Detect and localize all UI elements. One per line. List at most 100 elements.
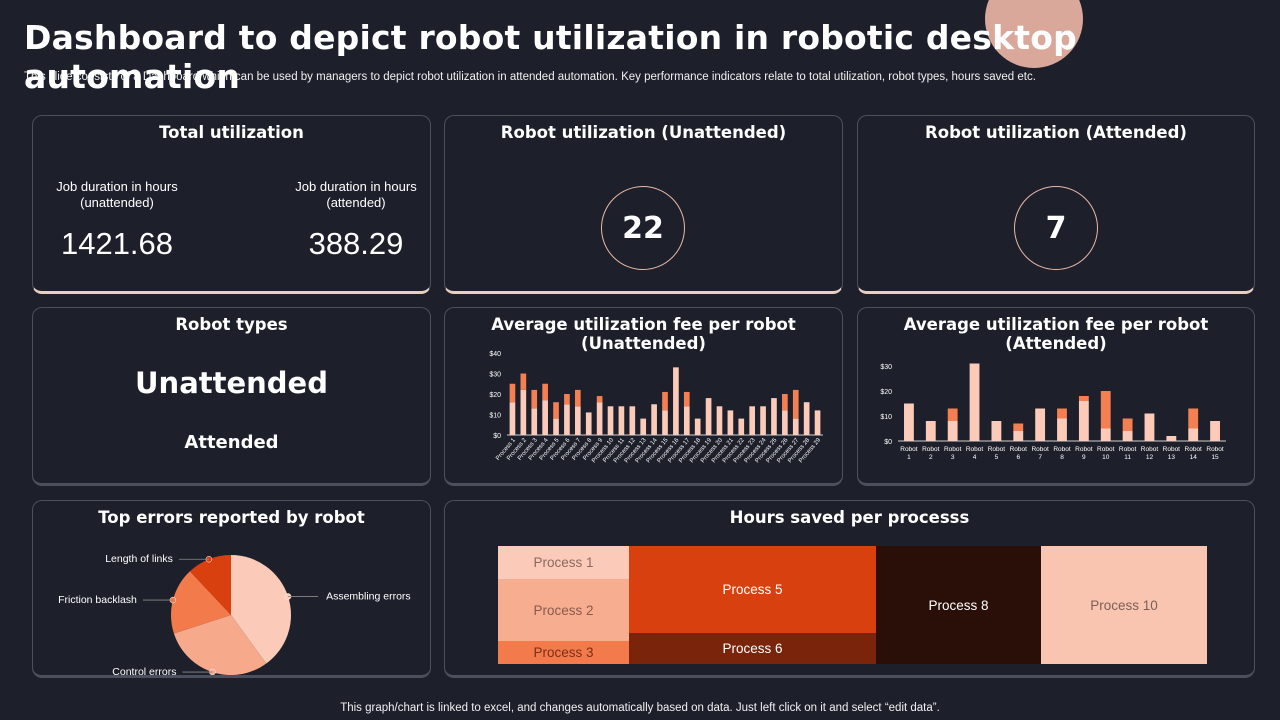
attended-fee-xtick: Robot 9 (1075, 446, 1093, 461)
treemap-process-8-label: Process 8 (928, 597, 989, 613)
pie-slice (231, 555, 292, 664)
unattended-fee-bar (607, 406, 614, 435)
unattended-fee-bar (803, 402, 810, 435)
unattended-fee-bar (683, 406, 690, 435)
pie-slice (171, 571, 231, 634)
unattended-fee-bar (738, 418, 745, 435)
treemap-process-6: Process 6 (629, 633, 876, 664)
unattended-fee-bar (814, 410, 821, 435)
attended-duration-label: Job duration in hours (attended) (295, 179, 417, 210)
attended-fee-bar (1100, 428, 1111, 441)
attended-fee-bar-stack (947, 408, 958, 421)
attended-fee-bar (904, 403, 914, 441)
attended-fee-title: Average utilization fee per robot (Atten… (903, 315, 1209, 353)
attended-fee-bar (1188, 428, 1199, 441)
unattended-fee-bar (585, 412, 592, 435)
total-utilization-panel: Total utilization Job duration in hours … (32, 115, 431, 294)
unattended-fee-bar (531, 408, 538, 435)
unattended-fee-ytick: $20 (489, 392, 501, 399)
unattended-fee-bar-stack (509, 383, 516, 403)
unattended-fee-bar (782, 410, 788, 435)
attended-fee-bar-stack (1100, 391, 1111, 429)
unattended-fee-ytick: $40 (489, 351, 501, 358)
hours-saved-title: Hours saved per processs (729, 508, 970, 527)
unattended-fee-bar-stack (531, 389, 538, 409)
attended-fee-xtick: Robot 6 (1010, 446, 1028, 461)
unattended-fee-ytick: $0 (493, 433, 501, 440)
unattended-fee-bar (705, 398, 712, 435)
robot-utilization-unattended-ring: 22 (601, 186, 685, 270)
pie-slice (173, 615, 267, 675)
attended-fee-bar (1210, 421, 1220, 441)
attended-fee-xtick: Robot 1 (900, 446, 918, 461)
attended-fee-xtick: Robot 5 (988, 446, 1006, 461)
attended-fee-bar (1166, 436, 1177, 441)
unattended-fee-bar-stack (683, 391, 690, 407)
attended-fee-xtick: Robot 12 (1141, 446, 1159, 461)
attended-fee-bar-stack (1013, 423, 1024, 431)
attended-fee-bar (1057, 418, 1067, 441)
unattended-fee-bar (509, 402, 516, 435)
treemap-process-3: Process 3 (498, 641, 629, 664)
attended-fee-ytick: $0 (884, 439, 892, 446)
robot-type-secondary: Attended (184, 432, 279, 453)
treemap-process-1: Process 1 (498, 546, 629, 579)
top-errors-pie-chart: Assembling errors Control errors Friction … (58, 553, 411, 675)
unattended-fee-bar-stack (542, 383, 548, 401)
unattended-fee-bar-stack (564, 394, 570, 405)
pie-label: Assembling errors (326, 590, 411, 602)
treemap-process-6-label: Process 6 (722, 641, 783, 656)
unattended-fee-bar (771, 398, 777, 435)
attended-fee-ytick: $30 (880, 364, 892, 371)
treemap-process-2-label: Process 2 (533, 602, 594, 618)
attended-fee-bar-stack (1057, 408, 1067, 419)
robot-utilization-unattended-value: 22 (622, 210, 664, 246)
attended-fee-bar (1013, 431, 1024, 441)
unattended-fee-bar-stack (574, 389, 581, 407)
robot-types-title: Robot types (175, 315, 288, 334)
unattended-fee-bar (618, 406, 625, 435)
pie-label: Control errors (112, 666, 176, 675)
robot-types-panel: Robot types Unattended Attended (32, 307, 431, 486)
attended-fee-bar (947, 421, 958, 441)
attended-fee-bar-stack (1078, 396, 1089, 401)
attended-fee-xtick: Robot 2 (922, 446, 940, 461)
unattended-fee-ytick: $10 (489, 413, 501, 420)
unattended-fee-bar (520, 389, 527, 435)
unattended-fee-bar (629, 406, 636, 435)
attended-fee-bar (1078, 401, 1089, 441)
robot-utilization-attended-title: Robot utilization (Attended) (925, 123, 1187, 142)
treemap-process-10-label: Process 10 (1090, 597, 1158, 613)
treemap-process-1-label: Process 1 (533, 555, 594, 570)
attended-fee-xtick: Robot 13 (1163, 446, 1181, 461)
unattended-fee-bar-stack (520, 373, 527, 390)
attended-fee-ytick: $20 (880, 389, 892, 396)
attended-fee-xtick: Robot 14 (1185, 446, 1203, 461)
treemap-process-10: Process 10 (1041, 546, 1207, 664)
attended-fee-chart: $0 $10 $20 $30 Robot 1 Robot 2 Robot 3 Robot 4 Robot… (880, 363, 1226, 461)
unattended-fee-bar (716, 406, 723, 435)
robot-type-primary: Unattended (135, 366, 328, 400)
attended-fee-xtick: Robot 4 (966, 446, 984, 461)
unattended-fee-bar (792, 418, 799, 435)
attended-fee-bar (969, 363, 980, 441)
unattended-fee-title: Average utilization fee per robot (Unatt… (491, 315, 796, 353)
attended-fee-xtick: Robot 7 (1031, 446, 1049, 461)
robot-utilization-unattended-panel: Robot utilization (Unattended) 22 (444, 115, 843, 294)
unattended-fee-bar (760, 406, 766, 435)
attended-fee-xtick: Robot 3 (944, 446, 962, 461)
attended-fee-xtick: Robot 8 (1053, 446, 1071, 461)
attended-fee-bar-stack (1188, 408, 1199, 429)
unattended-fee-ytick: $30 (489, 372, 501, 379)
unattended-fee-bar (596, 402, 603, 435)
unattended-fee-bar-stack (553, 402, 559, 419)
unattended-fee-bar (564, 404, 570, 435)
top-errors-panel: Top errors reported by robot Assembling … (32, 500, 431, 678)
top-errors-title: Top errors reported by robot (98, 508, 365, 527)
unattended-fee-bar (673, 367, 679, 435)
footer-note: This graph/chart is linked to excel, and… (340, 702, 940, 714)
attended-fee-bar-stack (1122, 418, 1133, 431)
unattended-fee-bar (651, 404, 657, 435)
robot-utilization-unattended-title: Robot utilization (Unattended) (500, 123, 787, 142)
